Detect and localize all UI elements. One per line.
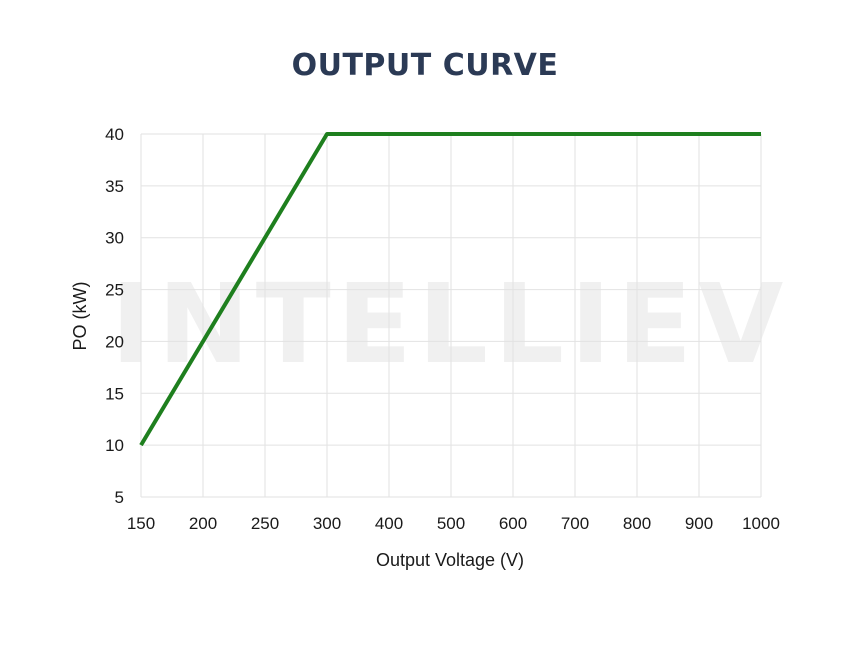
series-line [139,132,761,447]
tick-labels: 150 200 250 300 400 500 600 700 800 900 1000 5 10 15 2… [105,125,780,533]
x-tick-label: 700 [561,514,589,533]
y-tick-label: 5 [115,488,124,507]
series-layer [139,132,761,447]
y-tick-label: 30 [105,229,124,248]
y-tick-label: 15 [105,384,124,403]
x-tick-label: 800 [623,514,651,533]
y-tick-label: 10 [105,436,124,455]
x-tick-label: 150 [127,514,155,533]
x-tick-label: 900 [685,514,713,533]
y-tick-label: 40 [105,125,124,144]
x-tick-label: 500 [437,514,465,533]
x-tick-label: 300 [313,514,341,533]
y-tick-label: 35 [105,177,124,196]
x-tick-label: 400 [375,514,403,533]
x-axis-title: Output Voltage (V) [376,550,524,570]
y-tick-label: 25 [105,281,124,300]
x-tick-label: 250 [251,514,279,533]
x-tick-label: 600 [499,514,527,533]
watermark-text: INTELLIEV [111,260,790,388]
y-axis-title: PO (kW) [70,282,90,351]
chart-title: OUTPUT CURVE [291,48,559,83]
x-tick-label: 200 [189,514,217,533]
y-tick-label: 20 [105,332,124,351]
x-tick-label: 1000 [742,514,780,533]
